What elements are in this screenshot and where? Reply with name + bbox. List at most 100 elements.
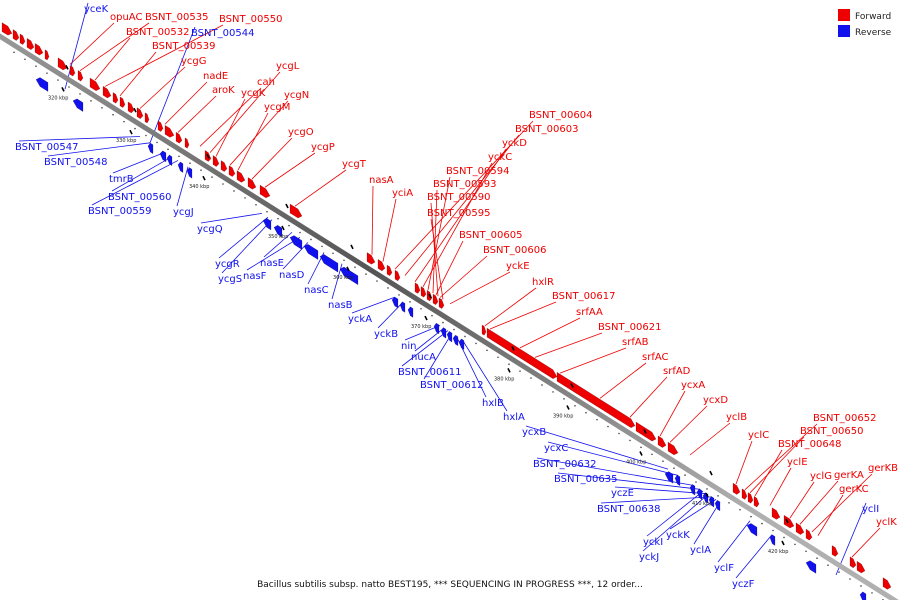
reverse-gene-arrow xyxy=(859,591,867,600)
kbp-tick-mark xyxy=(507,367,511,373)
track-dot xyxy=(574,404,576,407)
reverse-gene-leader xyxy=(547,441,679,476)
forward-gene-label: srfAC xyxy=(642,352,669,363)
track-dot xyxy=(750,515,752,518)
forward-gene-leader xyxy=(94,37,131,81)
track-dot xyxy=(497,356,499,359)
forward-gene-label: yclB xyxy=(726,412,747,423)
reverse-gene-label: BSNT_00638 xyxy=(597,504,660,515)
forward-gene-leader xyxy=(371,185,374,255)
kbp-tick-label: 380 kbp xyxy=(494,376,514,382)
forward-gene-leader xyxy=(754,449,783,497)
forward-gene-arrow xyxy=(856,560,866,574)
reverse-gene-arrow xyxy=(147,142,154,155)
reverse-gene-arrow xyxy=(689,484,696,496)
forward-gene-arrow xyxy=(771,507,781,520)
forward-gene-arrow xyxy=(377,258,386,272)
reverse-gene-leader xyxy=(525,425,669,470)
reverse-gene-leader xyxy=(282,242,309,270)
gene-features xyxy=(1,22,892,600)
forward-gene-leader xyxy=(435,240,464,296)
forward-gene-leader xyxy=(534,332,603,358)
reverse-gene-label: nin xyxy=(401,341,416,352)
reverse-gene-label: yckJ xyxy=(639,552,659,563)
reverse-gene-arrow xyxy=(391,296,399,309)
forward-gene-label: nadE xyxy=(203,71,228,82)
reverse-gene-arrow xyxy=(805,560,817,574)
kbp-ticks: 320 kbp 330 kbp 340 kbp 350 kbp 360 kbp 370 k… xyxy=(48,65,789,555)
forward-gene-arrow xyxy=(44,49,50,61)
forward-gene-label: srfAD xyxy=(663,366,691,377)
forward-gene-arrow xyxy=(667,441,679,456)
track-dot xyxy=(838,571,840,573)
reverse-gene-leader xyxy=(536,457,695,486)
reverse-gene-arrow xyxy=(664,471,674,484)
forward-gene-label: BSNT_00621 xyxy=(598,322,661,333)
forward-gene-arrow xyxy=(732,482,741,495)
track-dot xyxy=(794,543,796,546)
forward-gene-label: cah xyxy=(257,77,275,88)
track-dot xyxy=(508,363,510,365)
forward-gene-arrow xyxy=(175,131,183,144)
track-dot xyxy=(123,120,125,123)
reverse-gene-label: yczF xyxy=(732,579,755,590)
reverse-gene-arrow xyxy=(714,499,721,512)
forward-gene-arrow xyxy=(438,297,445,309)
reverse-gene-arrow xyxy=(72,98,84,113)
kbp-tick-mark xyxy=(424,315,428,321)
forward-gene-arrow xyxy=(112,92,119,104)
forward-gene-leader xyxy=(519,317,581,349)
track-dot xyxy=(211,176,213,178)
reverse-gene-label: BSNT_00612 xyxy=(420,380,483,391)
track-dot xyxy=(706,488,708,490)
kbp-tick-mark xyxy=(781,540,785,546)
track-dot xyxy=(717,495,719,497)
forward-gene-arrow xyxy=(19,33,26,45)
reverse-gene-leader xyxy=(377,301,404,329)
forward-gene-leader xyxy=(769,467,792,506)
forward-gene-leader xyxy=(414,148,507,282)
reverse-gene-leader xyxy=(642,494,709,552)
reverse-gene-arrow xyxy=(339,266,359,286)
forward-gene-label: ycgT xyxy=(342,159,367,170)
forward-gene-arrow xyxy=(157,120,164,132)
forward-gene-arrow xyxy=(289,203,303,219)
forward-gene-label: ycgO xyxy=(288,127,314,138)
track-dot xyxy=(46,72,48,74)
forward-gene-leader xyxy=(689,422,731,456)
track-dot xyxy=(288,224,290,227)
kbp-tick-mark xyxy=(281,225,285,231)
reverse-gene-leader xyxy=(401,330,449,367)
forward-gene-arrow xyxy=(212,155,220,167)
track-dot xyxy=(486,349,488,352)
forward-gene-arrow xyxy=(26,37,35,51)
forward-gene-arrow xyxy=(420,286,427,298)
track-dot xyxy=(519,370,521,372)
reverse-gene-label: ycgS xyxy=(218,274,242,285)
forward-gene-leader xyxy=(799,480,839,525)
track-dot xyxy=(563,398,565,400)
forward-gene-arrow xyxy=(34,42,44,56)
reverse-gene-leader xyxy=(18,136,141,142)
track-dot xyxy=(772,529,774,532)
forward-gene-leader xyxy=(427,176,451,291)
reverse-gene-leader xyxy=(557,472,701,490)
forward-gene-label: BSNT_00650 xyxy=(800,426,863,437)
track-dot xyxy=(662,460,664,463)
forward-gene-label: yciA xyxy=(392,188,413,199)
legend: Forward Reverse xyxy=(838,9,892,38)
kbp-tick-label: 400 kbp xyxy=(626,460,646,466)
reverse-gene-label: nucA xyxy=(411,352,436,363)
forward-gene-leader xyxy=(237,112,269,171)
forward-gene-arrow xyxy=(805,528,813,541)
reverse-gene-leader xyxy=(149,26,196,143)
reverse-gene-arrow xyxy=(769,534,776,546)
forward-gene-leader xyxy=(744,423,818,490)
forward-gene-label: BSNT_00604 xyxy=(529,110,592,121)
track-dot xyxy=(200,169,202,171)
track-dot xyxy=(68,86,70,88)
track-dot xyxy=(332,252,334,255)
track-dot xyxy=(266,210,268,213)
kbp-tick-mark-upper xyxy=(785,518,789,524)
